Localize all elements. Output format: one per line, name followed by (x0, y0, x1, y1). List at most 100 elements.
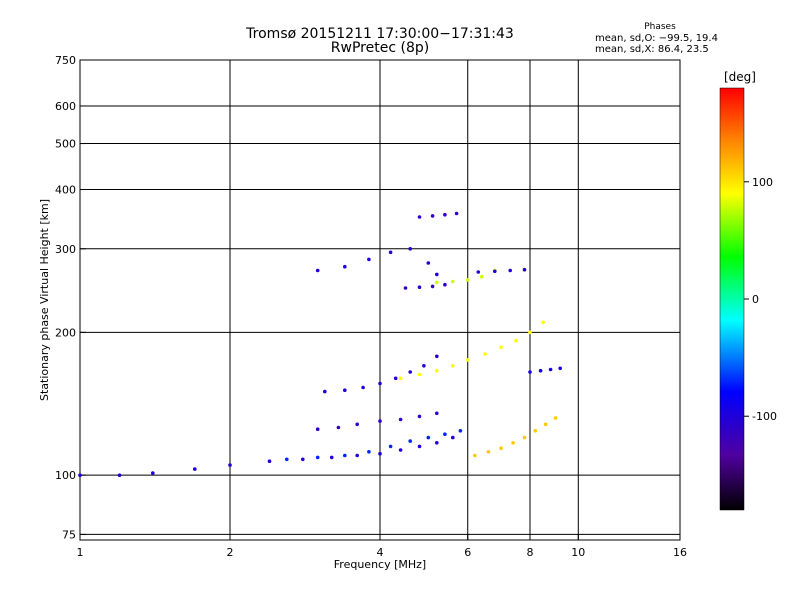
data-point (435, 280, 439, 285)
data-point (476, 270, 481, 274)
data-point (426, 261, 431, 265)
data-point (430, 284, 435, 289)
data-point (435, 354, 439, 359)
data-point (451, 279, 455, 284)
data-point (417, 215, 422, 219)
data-point (417, 285, 422, 290)
data-point (435, 272, 439, 277)
data-point (543, 422, 548, 427)
data-point (426, 435, 431, 440)
chart-title: Tromsø 20151211 17:30:00−17:31:43 (246, 26, 514, 42)
data-point (508, 268, 512, 273)
x-tick-label: 16 (673, 546, 687, 559)
data-point (435, 441, 439, 445)
data-point (367, 450, 371, 454)
x-tick-label: 6 (464, 546, 471, 559)
y-tick-label: 100 (55, 469, 76, 482)
data-point (417, 414, 422, 419)
x-axis-label: Frequency [MHz] (334, 558, 426, 571)
data-point (458, 429, 463, 433)
data-point (151, 471, 155, 475)
data-point (78, 473, 82, 478)
y-tick-label: 400 (55, 184, 76, 197)
colorbar-tick-label: 100 (752, 176, 773, 189)
y-axis-label: Stationary phase Virtual Height [km] (38, 199, 51, 401)
phase-stats-header: Phases (644, 22, 676, 32)
data-point (367, 257, 371, 262)
data-point (538, 368, 543, 373)
data-point (435, 411, 439, 416)
data-point (228, 463, 232, 467)
colorbar-label: [deg] (724, 70, 756, 84)
data-point (548, 367, 553, 372)
y-tick-label: 500 (55, 138, 76, 151)
data-point (473, 453, 477, 458)
data-point (483, 352, 487, 356)
data-point (323, 389, 327, 394)
data-point (479, 274, 484, 279)
data-point (553, 416, 558, 420)
x-tick-label: 8 (527, 546, 534, 559)
data-point (398, 417, 403, 422)
x-tick-label: 4 (377, 546, 384, 559)
data-point (388, 250, 393, 255)
y-tick-label: 75 (62, 528, 76, 541)
data-point (285, 457, 289, 462)
phase-stats-o: mean, sd,O: −99.5, 19.4 (595, 33, 718, 44)
data-point (408, 370, 413, 374)
colorbar (719, 87, 745, 511)
x-tick-label: 10 (571, 546, 585, 559)
data-point (522, 267, 527, 272)
y-tick-label: 600 (55, 100, 76, 113)
data-point (435, 368, 439, 373)
data-point (417, 444, 422, 449)
data-point (117, 473, 122, 478)
data-point (378, 419, 382, 423)
y-tick-label: 300 (55, 243, 76, 256)
data-point (329, 455, 334, 460)
data-point (388, 444, 393, 449)
data-point (315, 455, 320, 460)
data-point (343, 388, 347, 393)
data-point (422, 364, 426, 368)
data-point (541, 320, 545, 325)
data-point (486, 450, 491, 454)
data-point (378, 381, 382, 386)
data-point (408, 247, 413, 251)
data-point (465, 278, 470, 282)
data-point (514, 338, 518, 343)
data-point (430, 214, 435, 218)
data-point (558, 366, 562, 371)
data-point (528, 370, 532, 374)
y-tick-label: 750 (55, 54, 76, 67)
data-point (493, 269, 497, 274)
data-point (443, 212, 447, 217)
data-point (398, 448, 403, 452)
data-point (315, 427, 320, 432)
colorbar-tick-label: -100 (752, 410, 777, 423)
y-tick-label: 200 (55, 326, 76, 339)
data-point (361, 385, 365, 390)
data-point (443, 282, 447, 287)
x-tick-label: 1 (77, 546, 84, 559)
data-point (403, 286, 408, 290)
data-point (451, 364, 455, 368)
data-point (343, 264, 347, 269)
data-point (193, 467, 197, 471)
data-point (343, 453, 347, 458)
data-point (522, 435, 527, 440)
data-point (454, 211, 459, 216)
data-point (393, 376, 398, 381)
data-point (398, 376, 403, 381)
data-point (336, 425, 341, 430)
data-point (465, 358, 470, 362)
data-point (355, 422, 360, 427)
data-point (301, 457, 305, 462)
data-point (511, 441, 515, 445)
data-point (267, 459, 272, 464)
data-point (378, 451, 382, 456)
colorbar-tick-label: 0 (752, 293, 759, 306)
data-point (355, 453, 360, 458)
data-point (499, 345, 503, 350)
